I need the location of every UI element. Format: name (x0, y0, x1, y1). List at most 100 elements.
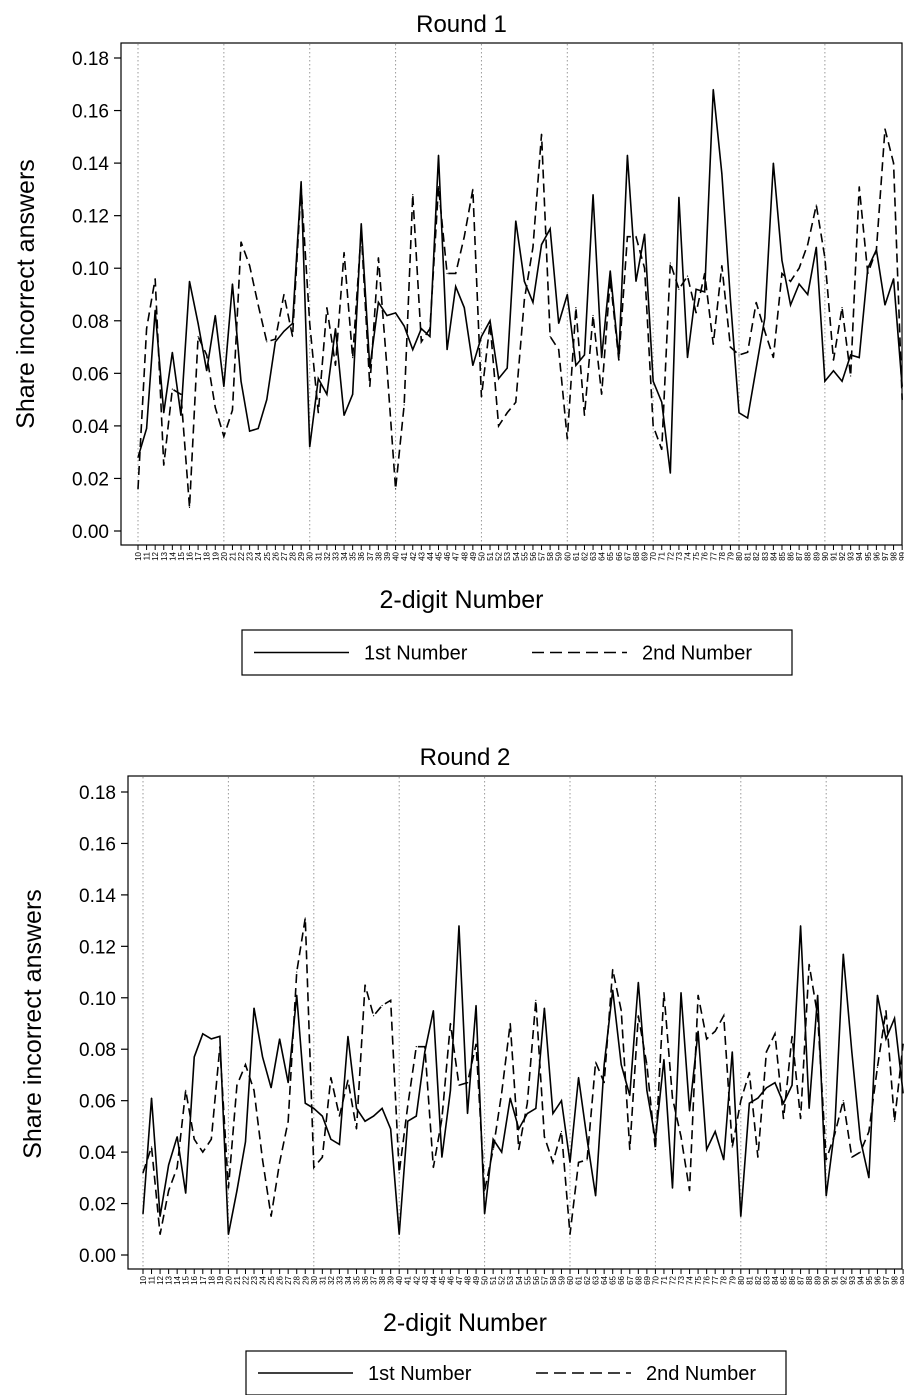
x-tick-label: 29 (297, 551, 306, 560)
data-point (902, 1092, 904, 1094)
x-tick-label: 18 (203, 551, 212, 560)
x-tick-label: 59 (557, 1275, 566, 1284)
x-tick-label: 47 (455, 1275, 464, 1284)
data-point (817, 994, 819, 996)
x-tick-label: 16 (186, 551, 195, 560)
data-point (466, 1112, 469, 1115)
data-point (841, 307, 843, 309)
data-point (206, 354, 208, 356)
x-tick-label: 35 (353, 1275, 362, 1284)
data-point (859, 1138, 861, 1140)
data-point (583, 414, 586, 416)
data-point (159, 1233, 161, 1236)
x-tick-label: 36 (361, 1275, 370, 1284)
x-tick-label: 36 (357, 551, 366, 560)
x-tick-label: 16 (190, 1275, 199, 1284)
x-tick-label: 64 (600, 1275, 609, 1284)
x-tick-label: 63 (592, 1275, 601, 1284)
data-point (352, 393, 354, 395)
series-2 (142, 917, 904, 1236)
data-point (697, 1030, 699, 1032)
data-point (432, 1166, 434, 1169)
x-tick-label: 24 (254, 551, 263, 560)
data-point (403, 325, 405, 327)
data-point (394, 488, 397, 490)
y-tick-label: 0.12 (79, 937, 116, 958)
data-point (244, 1141, 247, 1143)
data-point (309, 322, 311, 325)
data-point (808, 1107, 810, 1109)
data-point (360, 230, 362, 233)
data-point (360, 222, 362, 225)
data-point (437, 154, 440, 156)
data-point (180, 414, 182, 416)
x-tick-label: 82 (752, 551, 761, 560)
data-point (586, 1159, 588, 1161)
data-point (326, 393, 328, 395)
data-point (394, 312, 397, 314)
x-tick-label: 67 (626, 1275, 635, 1284)
x-tick-label: 11 (148, 1275, 157, 1284)
data-point (386, 367, 388, 369)
x-tick-label: 38 (378, 1275, 387, 1284)
data-point (372, 1115, 375, 1117)
series-line (142, 925, 904, 1235)
x-tick-label: 46 (446, 1275, 455, 1284)
data-point (654, 1148, 657, 1151)
data-point (612, 968, 614, 971)
data-point (695, 288, 697, 290)
data-point (489, 320, 491, 322)
data-point (159, 1215, 161, 1218)
data-point (892, 278, 895, 280)
x-tick-label: 95 (864, 551, 873, 560)
x-tick-label: 83 (762, 1275, 771, 1284)
x-tick-label: 87 (795, 551, 804, 560)
x-tick-label: 44 (426, 551, 435, 560)
data-point (449, 1022, 452, 1025)
x-tick-label: 39 (387, 1275, 396, 1284)
x-tick-label: 60 (566, 1275, 575, 1284)
data-point (566, 293, 568, 296)
data-point (480, 396, 483, 398)
data-point (142, 1172, 144, 1174)
x-tick-label: 51 (489, 1275, 498, 1284)
x-tick-label: 26 (276, 1275, 285, 1284)
data-point (868, 1177, 870, 1179)
data-point (472, 188, 474, 190)
data-point (592, 194, 594, 196)
x-tick-label: 98 (890, 551, 899, 560)
data-point (223, 385, 225, 388)
data-point (669, 472, 671, 474)
data-point (484, 1213, 486, 1215)
data-point (458, 925, 460, 927)
x-tick-label: 42 (412, 1275, 421, 1284)
data-point (764, 317, 766, 319)
data-point (429, 328, 431, 330)
data-point (901, 399, 903, 401)
data-point (523, 299, 525, 301)
legend-label-2: 2nd Number (646, 1363, 756, 1385)
data-point (266, 399, 268, 401)
x-tick-label: 60 (563, 551, 572, 560)
data-point (714, 1130, 716, 1133)
x-tick-label: 13 (165, 1275, 174, 1284)
data-point (338, 1115, 341, 1117)
data-point (723, 1159, 725, 1161)
data-point (893, 1017, 896, 1019)
data-point (369, 367, 371, 369)
series-line (137, 89, 903, 474)
data-point (227, 1187, 229, 1189)
x-tick-label: 97 (882, 1275, 891, 1284)
data-point (219, 1046, 221, 1048)
data-point (300, 186, 302, 188)
data-point (686, 356, 689, 359)
data-point (851, 1051, 853, 1053)
x-tick-label: 48 (460, 551, 469, 560)
x-tick-label: 55 (523, 1275, 532, 1284)
data-point (261, 1056, 264, 1058)
plot-frame (127, 775, 903, 1270)
data-point (789, 280, 792, 282)
data-point (575, 307, 577, 309)
data-point (643, 233, 646, 235)
data-point (137, 456, 139, 459)
